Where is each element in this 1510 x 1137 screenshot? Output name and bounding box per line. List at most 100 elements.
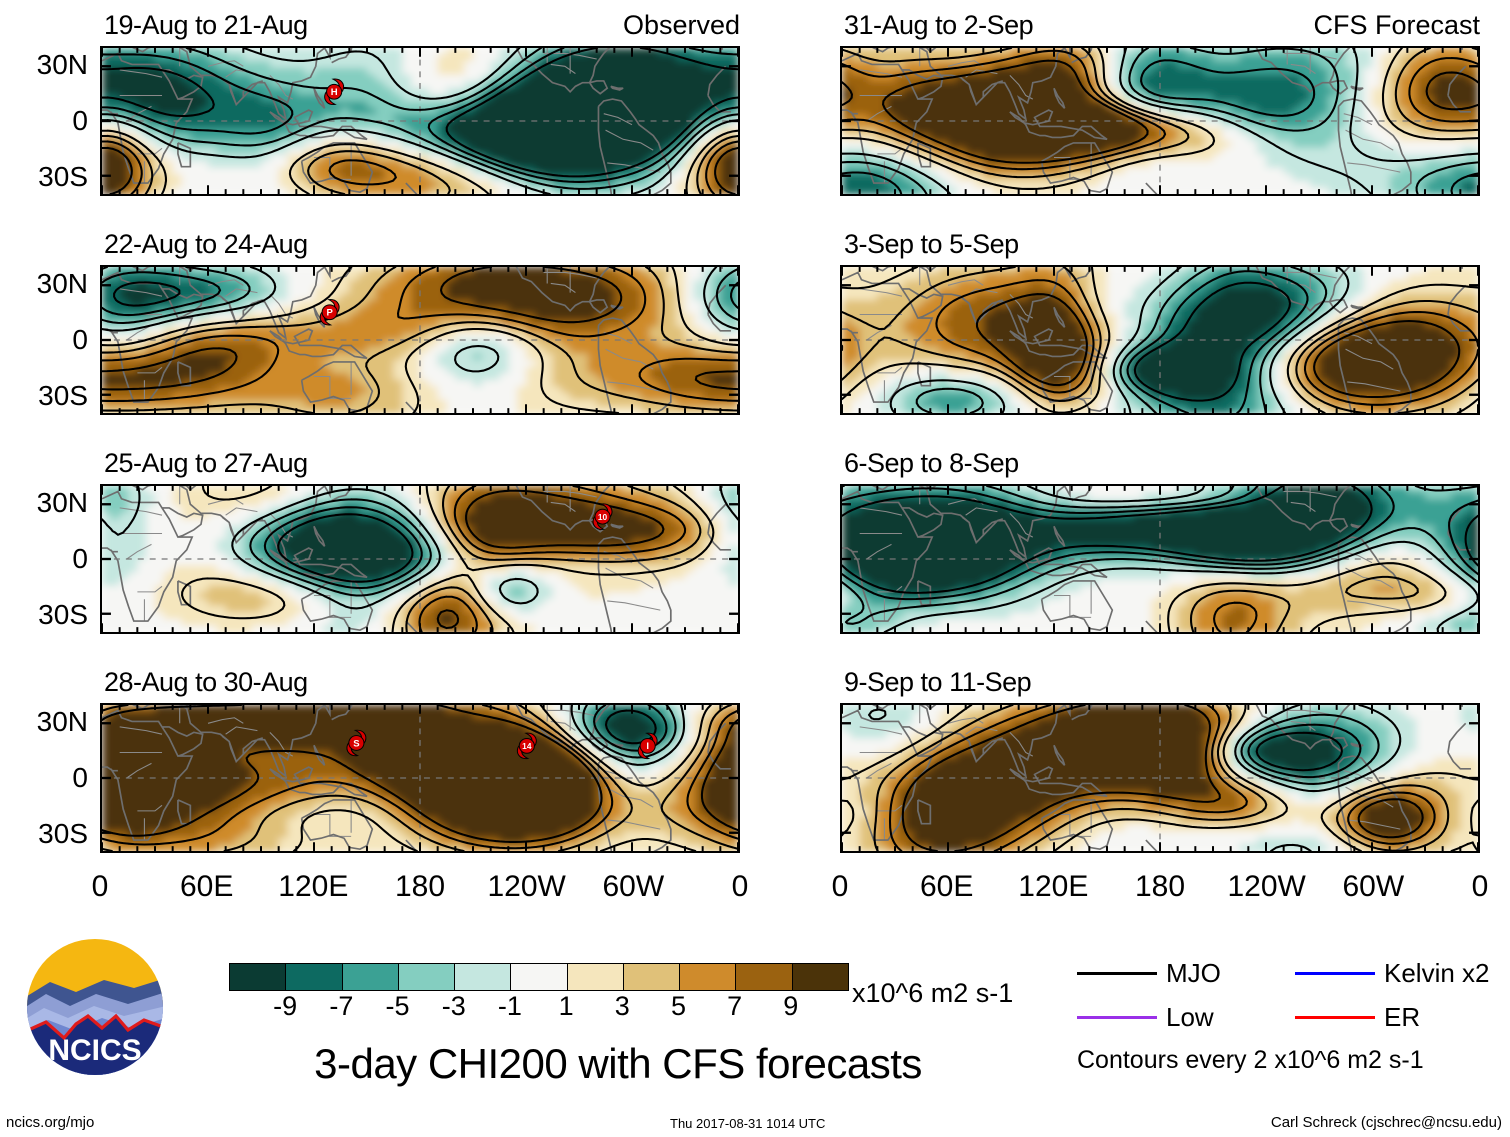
y-axis-label: 0 (72, 762, 88, 793)
y-axis-label: 30S (38, 380, 88, 412)
legend-item-mjo[interactable]: MJO (1077, 960, 1221, 986)
storm-marker[interactable]: 14 (516, 732, 537, 760)
map-plot-area[interactable]: S 14 I (100, 703, 740, 853)
colorbar-swatch-6 (567, 964, 624, 990)
shaded-anomaly (102, 705, 738, 851)
colorbar-swatch-10 (792, 964, 848, 990)
mjo-contour-negative (889, 267, 1350, 413)
x-axis-label: 60E (179, 870, 234, 903)
mjo-contour-positive (1167, 562, 1447, 632)
x-axis-label: 60W (602, 870, 665, 903)
y-axis-label: 0 (72, 105, 88, 136)
coastlines (842, 705, 1471, 851)
colorbar-tick: -1 (497, 991, 522, 1021)
colorbar-swatch-2 (342, 964, 399, 990)
legend-line-swatch (1295, 971, 1375, 975)
political-borders (119, 48, 661, 184)
panel-title: 19-Aug to 21-Aug (104, 10, 308, 40)
y-axis-label: 0 (72, 543, 88, 574)
mjo-contour-negative (102, 267, 738, 373)
mjo-contour-positive (842, 705, 1478, 851)
ncics-logo: NCICS (27, 939, 163, 1075)
panel-title: 3-Sep to 5-Sep (844, 229, 1019, 259)
map-plot-area[interactable]: H (100, 46, 740, 196)
panel-title: 28-Aug to 30-Aug (104, 667, 308, 697)
legend-item-kelvin-x2[interactable]: Kelvin x2 (1295, 960, 1490, 986)
map-plot-area[interactable]: 10 (100, 484, 740, 634)
mjo-contour-positive (842, 48, 1478, 190)
map-field (842, 705, 1478, 851)
main-title: 3-day CHI200 with CFS forecasts (314, 1040, 922, 1087)
legend-label: ER (1384, 1002, 1421, 1032)
shaded-anomaly (102, 267, 738, 413)
legend-line-swatch (1295, 1015, 1375, 1019)
mjo-contour-negative (842, 48, 1478, 194)
svg-text:P: P (326, 308, 332, 319)
map-plot-area[interactable] (840, 265, 1480, 415)
colorbar-swatch-1 (286, 964, 343, 990)
legend-item-er[interactable]: ER (1295, 1004, 1420, 1030)
map-field (842, 486, 1478, 632)
x-axis-label: 60W (1342, 870, 1405, 903)
footer-left[interactable]: ncics.org/mjo (6, 1114, 95, 1131)
map-field (102, 705, 738, 851)
storm-marker[interactable]: I (637, 732, 658, 760)
legend-line-swatch (1077, 1015, 1157, 1019)
panel-title: 9-Sep to 11-Sep (844, 667, 1032, 697)
legend-item-low[interactable]: Low (1077, 1004, 1214, 1030)
mjo-contour-negative (570, 705, 686, 766)
colorbar-tick: -7 (329, 991, 354, 1021)
colorbar-tick: 9 (783, 991, 799, 1021)
map-field (842, 267, 1478, 413)
storm-marker-layer: 10 (592, 503, 613, 530)
x-axis-label: 0 (731, 870, 749, 903)
y-axis-label: 30N (36, 48, 88, 80)
axis-ticks (842, 705, 1478, 851)
storm-marker-layer: S 14 I (346, 729, 658, 760)
y-axis-label: 30S (38, 818, 88, 850)
legend-line-swatch (1077, 971, 1157, 975)
political-borders (119, 267, 661, 403)
colorbar-swatch-8 (680, 964, 737, 990)
mjo-contour-positive (102, 129, 738, 194)
coastlines (842, 267, 1471, 413)
map-plot-area[interactable] (840, 703, 1480, 853)
panel-title: 25-Aug to 27-Aug (104, 448, 308, 478)
axis-ticks (842, 48, 1478, 194)
storm-marker-layer: H (324, 78, 345, 105)
axis-ticks (102, 48, 738, 194)
y-axis-label: 30S (38, 161, 88, 193)
coastlines (102, 486, 731, 632)
storm-marker[interactable]: 10 (592, 503, 613, 530)
storm-marker[interactable]: P (319, 299, 340, 326)
y-axis-label: 30N (36, 705, 88, 737)
shaded-anomaly (842, 48, 1478, 194)
storm-marker[interactable]: S (346, 729, 367, 757)
axis-ticks (102, 267, 738, 413)
x-axis-label: 120E (1018, 870, 1089, 903)
axis-ticks (102, 705, 738, 851)
y-axis-label: 30N (36, 486, 88, 518)
column-label: CFS Forecast (1313, 10, 1480, 40)
map-plot-area[interactable] (840, 484, 1480, 634)
storm-marker[interactable]: H (324, 78, 345, 105)
mjo-contour-negative (842, 486, 1478, 632)
colorbar-tick: -3 (441, 991, 466, 1021)
axis-ticks (842, 486, 1478, 632)
colorbar-tick: -5 (385, 991, 410, 1021)
panel-title: 6-Sep to 8-Sep (844, 448, 1019, 478)
shaded-anomaly (842, 486, 1478, 632)
mjo-contour-positive (181, 486, 715, 632)
map-plot-area[interactable]: P (100, 265, 740, 415)
colorbar-swatch-3 (398, 964, 456, 990)
colorbar-tick: 7 (727, 991, 743, 1021)
x-axis-label: 0 (91, 870, 109, 903)
x-axis-label: 180 (1134, 870, 1186, 903)
x-axis-label: 120W (487, 870, 566, 903)
y-axis-label: 0 (72, 324, 88, 355)
storm-marker-layer: P (319, 299, 340, 326)
panel-title: 31-Aug to 2-Sep (844, 10, 1034, 40)
map-plot-area[interactable] (840, 46, 1480, 196)
colorbar-swatch-9 (736, 964, 793, 990)
mjo-contour-negative (102, 486, 738, 610)
